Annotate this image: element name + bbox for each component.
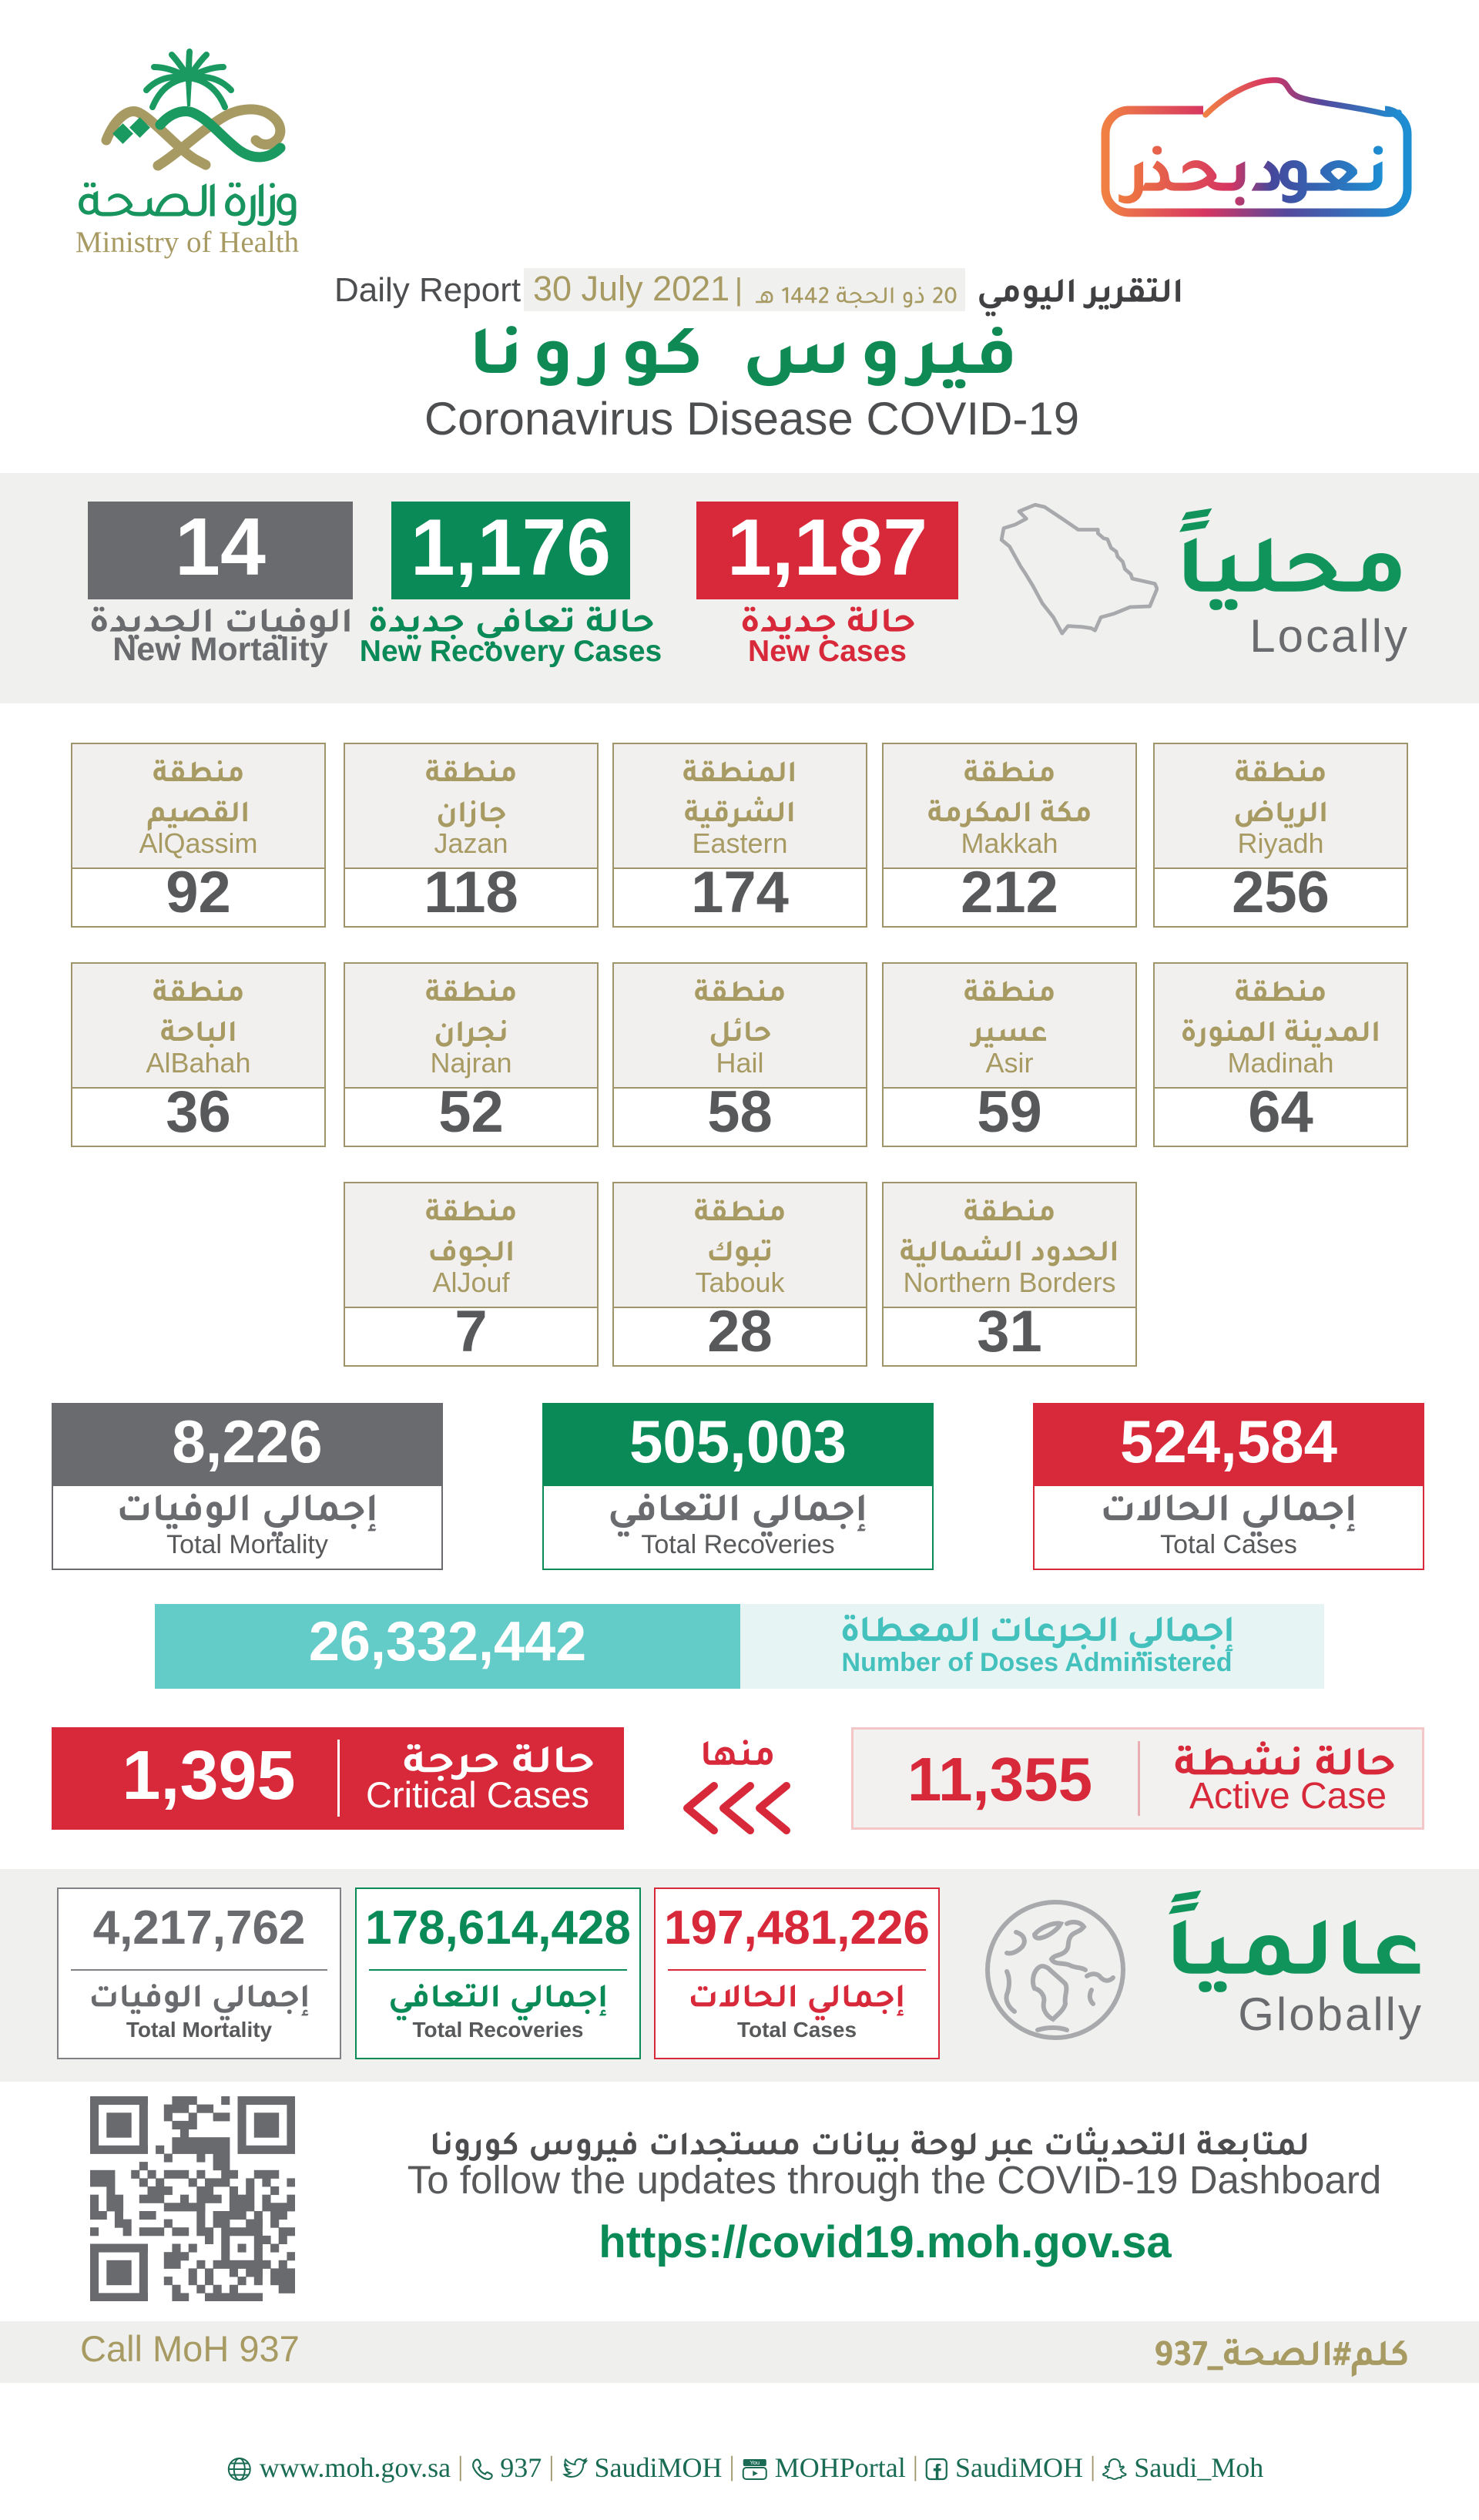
- svg-text:You: You: [750, 2459, 760, 2466]
